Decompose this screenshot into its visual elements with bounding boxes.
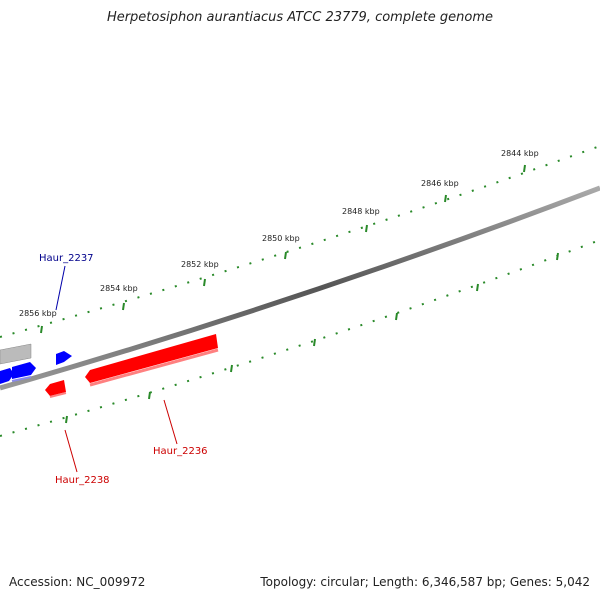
tick-label: 2852 kbp: [181, 260, 219, 269]
tick-label: 2848 kbp: [342, 207, 380, 216]
lower-ruler: [0, 239, 600, 437]
haur-2238-feature[interactable]: [45, 380, 66, 396]
genome-backbone: [0, 185, 600, 391]
haur-2236-feature[interactable]: [85, 334, 218, 383]
gene-label[interactable]: Haur_2238: [55, 475, 110, 486]
tick-label: 2854 kbp: [100, 284, 138, 293]
tick-label: 2856 kbp: [19, 309, 57, 318]
map-title: Herpetosiphon aurantiacus ATCC 23779, co…: [106, 10, 494, 25]
genome-stats: Topology: circular; Length: 6,346,587 bp…: [260, 575, 590, 589]
gene-label[interactable]: Haur_2236: [153, 446, 208, 457]
tick-label: 2844 kbp: [501, 149, 539, 158]
tick-label: 2846 kbp: [421, 179, 459, 188]
tick-label: 2850 kbp: [262, 234, 300, 243]
forward-features: [0, 343, 72, 384]
gray-feature[interactable]: [0, 343, 32, 365]
blue-feature[interactable]: [12, 362, 36, 379]
gene-label[interactable]: Haur_2237: [39, 253, 94, 264]
haur-2237-feature[interactable]: [56, 351, 72, 365]
reverse-features: [45, 334, 219, 398]
accession-label: Accession: NC_009972: [9, 575, 146, 589]
upper-ruler: [0, 145, 600, 338]
blue-feature[interactable]: [0, 368, 14, 384]
